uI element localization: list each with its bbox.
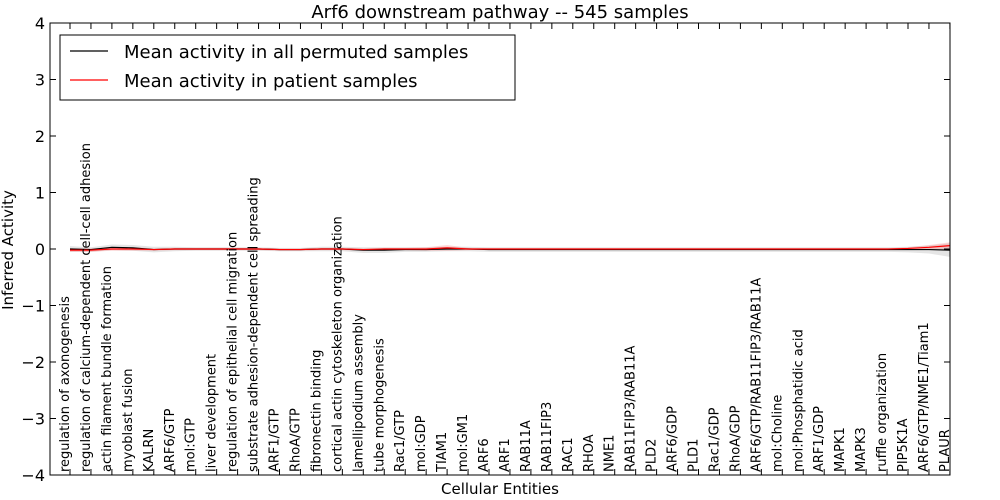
legend-label-permuted: Mean activity in all permuted samples xyxy=(124,42,468,63)
x-tick-label: RhoA/GDP xyxy=(728,405,743,472)
x-tick-label: liver development xyxy=(205,354,220,472)
x-tick-label: fibronectin binding xyxy=(309,350,324,472)
x-tick-label: NME1 xyxy=(603,435,618,472)
x-tick-label: PIP5K1A xyxy=(896,418,911,472)
x-tick-label: ARF1 xyxy=(498,438,513,472)
y-tick-label: 4 xyxy=(35,14,45,33)
x-tick-label: PLD2 xyxy=(645,439,660,472)
x-tick-label: MAPK3 xyxy=(854,427,869,472)
y-tick-label: −4 xyxy=(21,466,45,485)
legend-box xyxy=(59,34,516,101)
x-tick-label: regulation of calcium-dependent cell-cel… xyxy=(79,143,94,472)
x-tick-label: RhoA/GTP xyxy=(288,408,303,472)
x-tick-label: ARF6/GTP/NME1/Tiam1 xyxy=(917,322,932,472)
x-tick-label: actin filament bundle formation xyxy=(100,266,115,472)
x-tick-label: ARF1/GDP xyxy=(812,406,827,472)
x-tick-label: mol:GM1 xyxy=(456,414,471,472)
x-tick-label: RAC1 xyxy=(561,437,576,472)
x-tick-label: ARF6/GDP xyxy=(666,406,681,472)
y-tick-label: 0 xyxy=(35,240,45,259)
x-tick-label: Rac1/GDP xyxy=(707,407,722,472)
x-axis-label: Cellular Entities xyxy=(441,480,559,498)
x-tick-label: RHOA xyxy=(582,434,597,472)
x-tick-label: tube morphogenesis xyxy=(372,338,387,472)
y-tick-label: 3 xyxy=(35,71,45,90)
x-tick-label: regulation of epithelial cell migration xyxy=(226,232,241,472)
x-tick-label: myoblast fusion xyxy=(121,368,136,472)
x-tick-label: ARF6/GTP xyxy=(163,408,178,472)
x-tick-label: mol:Phosphatidic acid xyxy=(791,329,806,472)
y-tick-label: −1 xyxy=(21,297,45,316)
x-tick-label: ARF6/GTP/RAB11FIP3/RAB11A xyxy=(749,278,764,472)
series-lines xyxy=(69,245,950,251)
y-tick-label: 1 xyxy=(35,184,45,203)
x-tick-label: substrate adhesion-dependent cell spread… xyxy=(247,177,262,472)
x-tick-label: ruffle organization xyxy=(875,353,890,472)
plot-frame xyxy=(49,22,951,476)
x-tick-label: regulation of axonogenesis xyxy=(58,296,73,472)
x-tick-label: PLAUR xyxy=(938,429,953,472)
x-tick-label: RAB11FIP3 xyxy=(540,402,555,472)
x-tick-label: cortical actin cytoskeleton organization xyxy=(330,216,345,472)
x-tick-label: TIAM1 xyxy=(435,432,450,473)
x-tick-label: KALRN xyxy=(142,429,157,472)
legend: Mean activity in all permuted samples Me… xyxy=(59,34,516,101)
x-axis: regulation of axonogenesis regulation of … xyxy=(58,23,953,475)
x-tick-label: mol:GTP xyxy=(184,418,199,472)
x-tick-label: ARF6 xyxy=(477,438,492,472)
x-tick-label: RAB11A xyxy=(519,420,534,472)
x-tick-label: lamellipodium assembly xyxy=(351,314,366,472)
x-tick-label: mol:GDP xyxy=(414,415,429,472)
x-tick-label: mol:Choline xyxy=(770,395,785,472)
y-tick-label: −3 xyxy=(21,410,45,429)
x-tick-label: RAB11FIP3/RAB11A xyxy=(624,345,639,472)
x-tick-label: MAPK1 xyxy=(833,427,848,472)
y-axis: −4 −3 −2 −1 0 1 2 3 4 xyxy=(21,14,950,485)
y-tick-label: −2 xyxy=(21,353,45,372)
x-tick-label: PLD1 xyxy=(687,439,702,472)
series-line-1 xyxy=(70,245,950,251)
y-axis-label: Inferred Activity xyxy=(0,190,17,310)
x-tick-label: ARF1/GTP xyxy=(268,408,283,472)
y-tick-label: 2 xyxy=(35,127,45,146)
x-tick-label: Rac1/GTP xyxy=(393,410,408,472)
chart-title: Arf6 downstream pathway -- 545 samples xyxy=(311,2,688,23)
legend-label-patient: Mean activity in patient samples xyxy=(124,71,418,92)
